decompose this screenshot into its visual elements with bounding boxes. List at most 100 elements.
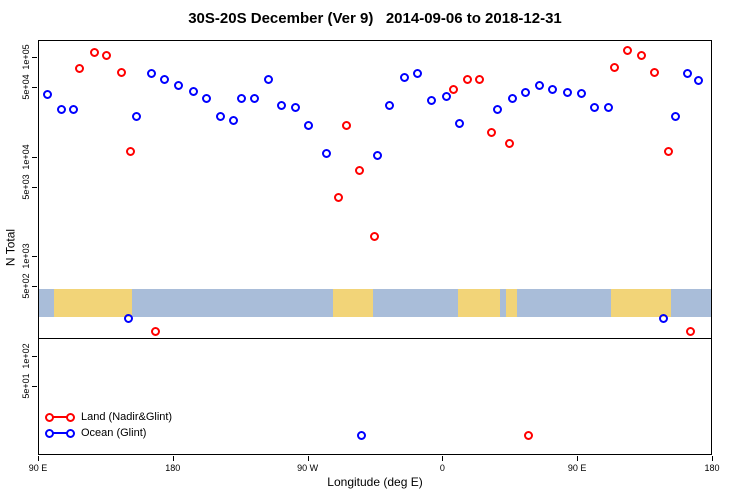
y-tick-mark: [32, 286, 37, 288]
land-point: [89, 47, 99, 57]
y-tick-mark: [32, 186, 37, 188]
land-point: [663, 147, 673, 157]
ocean-point: [229, 116, 239, 126]
ocean-point: [426, 95, 436, 105]
x-tick-label: 180: [704, 463, 720, 473]
ocean-point: [160, 75, 170, 85]
ocean-point: [563, 87, 573, 97]
y-tick-mark: [32, 355, 37, 357]
ocean-point: [202, 93, 212, 103]
land-point: [474, 74, 484, 84]
y-tick-label: 5e+03: [21, 174, 31, 200]
ocean-point: [590, 103, 600, 113]
land-point: [355, 166, 365, 176]
ocean-point: [68, 104, 78, 114]
ocean-point: [236, 93, 246, 103]
y-tick-mark: [32, 156, 37, 158]
ocean-point: [455, 119, 465, 129]
legend-item-ocean: Ocean (Glint): [45, 425, 172, 441]
y-tick-label: 5e+04: [21, 74, 31, 101]
ocean-point: [146, 69, 156, 79]
x-tick-label: 90 E: [28, 463, 48, 473]
x-tick-mark: [442, 456, 444, 461]
land-point: [486, 128, 496, 137]
ocean-point: [659, 314, 669, 324]
x-tick-mark: [712, 456, 713, 461]
map-strip-land: [506, 288, 517, 318]
ocean-point: [492, 104, 502, 114]
x-tick-label: 90 E: [567, 463, 587, 473]
map-strip-land: [458, 288, 501, 318]
ocean-point: [441, 92, 451, 102]
land-point: [370, 232, 379, 242]
map-strip-ocean: [39, 288, 711, 318]
legend-label-ocean: Ocean (Glint): [81, 427, 147, 439]
land-point: [650, 67, 660, 77]
ocean-point: [372, 151, 382, 161]
map-strip-land: [53, 288, 132, 318]
land-point: [334, 192, 344, 202]
ocean-point: [277, 100, 287, 110]
ocean-point: [534, 81, 544, 91]
ocean-point: [124, 314, 134, 324]
ocean-point: [507, 93, 517, 103]
land-point: [101, 51, 111, 61]
land-point: [462, 75, 472, 85]
land-point: [341, 121, 351, 131]
land-point: [623, 46, 633, 56]
ocean-point: [173, 81, 183, 91]
ocean-point: [43, 90, 53, 100]
ocean-point: [215, 112, 225, 122]
ocean-marker-icon: [45, 428, 75, 438]
ocean-point: [304, 121, 314, 131]
ocean-point: [693, 76, 703, 86]
y-tick-mark: [32, 57, 37, 59]
chart-title: 30S-20S December (Ver 9) 2014-09-06 to 2…: [188, 10, 562, 27]
land-point: [524, 431, 534, 441]
ocean-point: [521, 88, 531, 98]
y-tick-label: 5e+01: [21, 372, 31, 399]
y-tick-mark: [32, 87, 37, 89]
ocean-point: [263, 75, 273, 85]
ocean-point: [250, 93, 260, 103]
x-tick-label: 0: [439, 463, 445, 473]
reference-line: [39, 337, 711, 339]
ocean-point: [188, 86, 198, 96]
map-strip-land: [611, 288, 672, 318]
ocean-point: [322, 149, 332, 159]
ocean-point: [131, 112, 141, 122]
land-marker-icon: [45, 412, 75, 422]
ocean-point: [56, 104, 66, 114]
x-tick-mark: [172, 456, 174, 461]
map-strip-land: [332, 288, 373, 318]
land-point: [504, 138, 514, 148]
land-point: [636, 51, 646, 61]
ocean-point: [399, 72, 409, 82]
x-tick-label: 90 W: [297, 463, 319, 473]
ocean-point: [548, 84, 558, 94]
y-axis-title: N Total: [3, 228, 18, 267]
y-tick-mark: [32, 385, 37, 387]
land-point: [116, 67, 126, 77]
ocean-point: [384, 100, 394, 110]
ocean-point: [576, 89, 586, 99]
x-tick-mark: [38, 456, 39, 461]
y-tick-mark: [32, 256, 37, 258]
x-axis-title: Longitude (deg E): [327, 475, 423, 489]
x-tick-label: 180: [165, 463, 181, 473]
x-tick-mark: [307, 456, 309, 461]
ocean-point: [671, 112, 681, 122]
land-point: [125, 147, 135, 157]
plot-area: Land (Nadir&Glint) Ocean (Glint): [38, 40, 712, 455]
ocean-point: [603, 103, 613, 113]
x-tick-mark: [577, 456, 579, 461]
ocean-point: [683, 69, 693, 79]
y-tick-label: 5e+02: [21, 273, 31, 299]
land-point: [151, 326, 161, 336]
land-point: [686, 326, 696, 336]
ocean-point: [290, 103, 300, 113]
legend-item-land: Land (Nadir&Glint): [45, 409, 172, 425]
legend-label-land: Land (Nadir&Glint): [81, 411, 173, 423]
ocean-point: [356, 431, 366, 441]
